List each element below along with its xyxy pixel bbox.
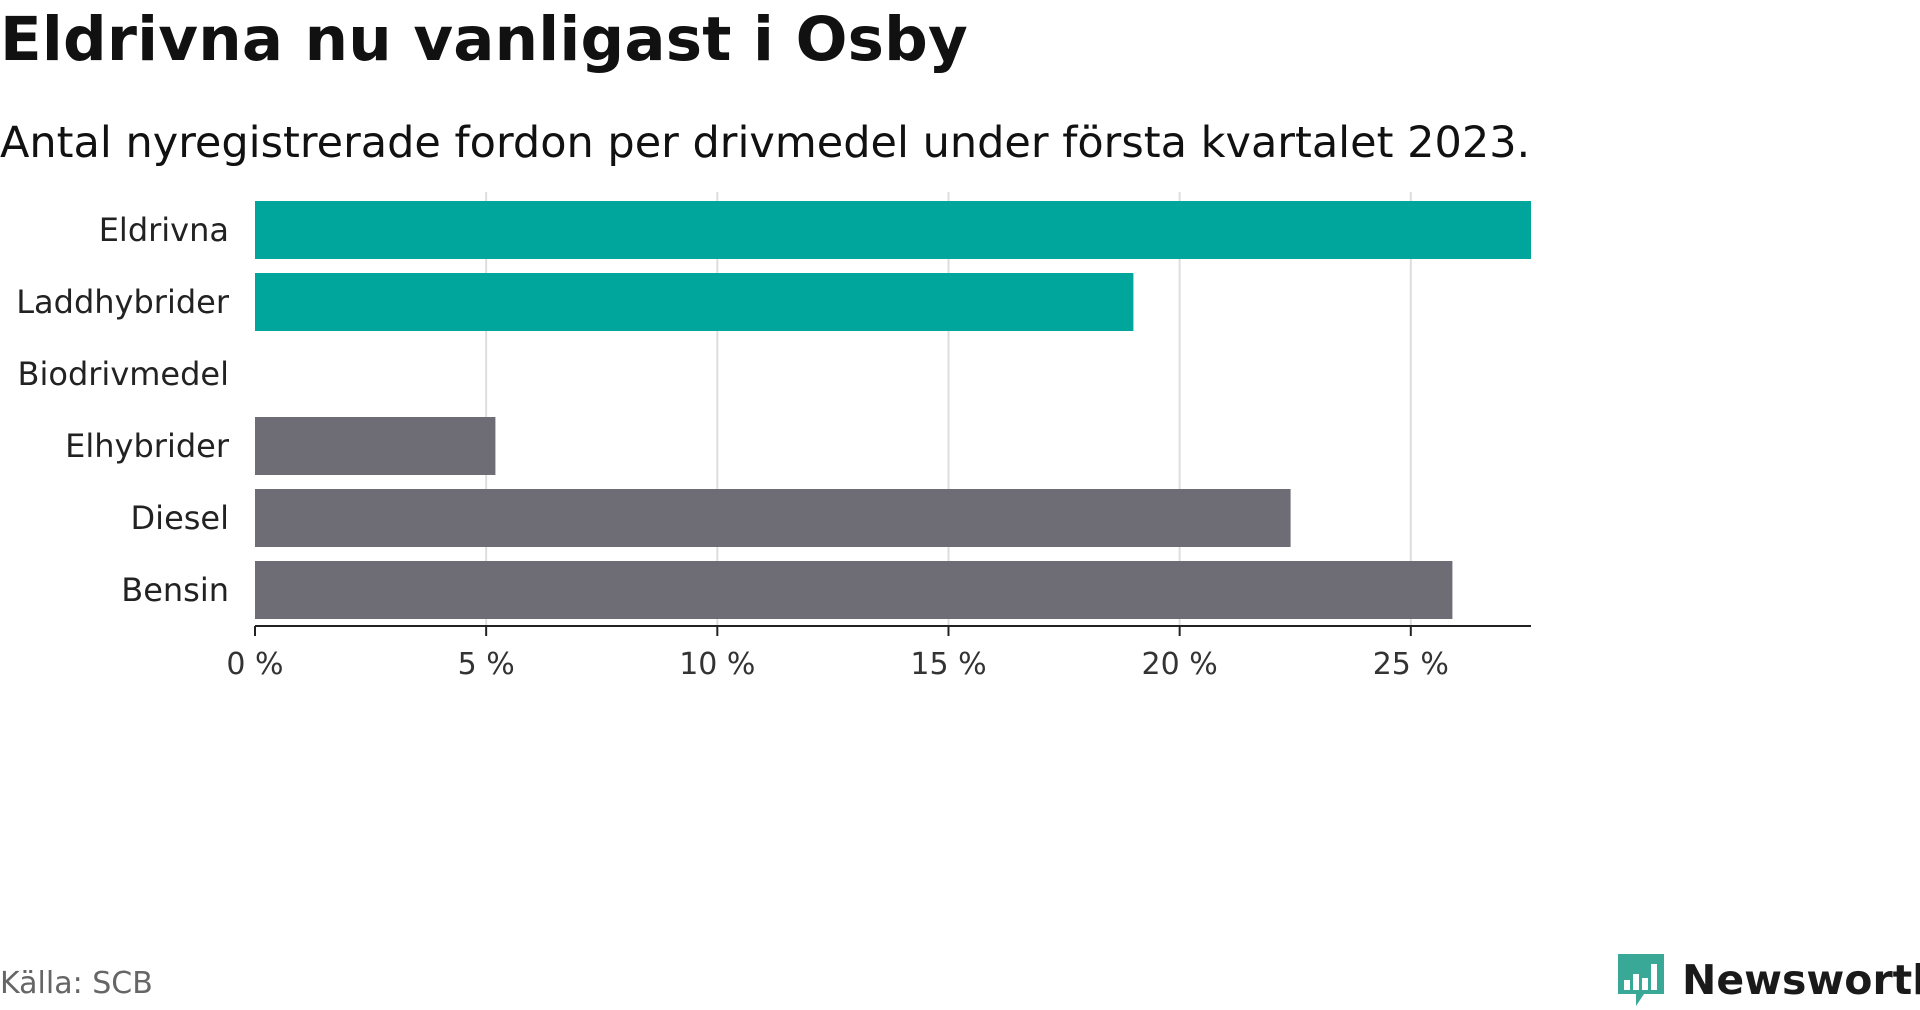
brand-name: Newsworthy bbox=[1682, 956, 1920, 1004]
category-labels: Eldrivna Laddhybrider Biodrivmedel Elhybrid… bbox=[16, 211, 230, 609]
source-note: Källa: SCB bbox=[0, 966, 153, 1001]
category-label: Biodrivmedel bbox=[18, 355, 229, 393]
chart-title: Eldrivna nu vanligast i Osby bbox=[0, 4, 968, 75]
x-tick-label: 25 % bbox=[1373, 647, 1449, 682]
x-tick-label: 20 % bbox=[1142, 647, 1218, 682]
bar-eldrivna bbox=[255, 201, 1531, 259]
category-label: Bensin bbox=[121, 571, 229, 609]
bar-diesel bbox=[255, 489, 1291, 547]
bars bbox=[255, 201, 1531, 619]
newsworthy-logo-icon bbox=[1618, 954, 1664, 1006]
bar-chart: Eldrivna Laddhybrider Biodrivmedel Elhybrid… bbox=[16, 192, 1531, 682]
brand-logo: Newsworthy bbox=[1614, 950, 1920, 1010]
bar-elhybrider bbox=[255, 417, 496, 475]
category-label: Eldrivna bbox=[99, 211, 229, 249]
gridlines bbox=[485, 192, 1412, 626]
x-tick-label: 5 % bbox=[458, 647, 515, 682]
category-label: Diesel bbox=[131, 499, 229, 537]
x-tick-label: 10 % bbox=[679, 647, 755, 682]
x-tick-label: 15 % bbox=[910, 647, 986, 682]
bar-bensin bbox=[255, 561, 1453, 619]
x-axis: 0 % 5 % 10 % 15 % 20 % 25 % bbox=[226, 625, 1531, 682]
chart-subtitle: Antal nyregistrerade fordon per drivmede… bbox=[0, 118, 1531, 168]
bar-laddhybrider bbox=[255, 273, 1134, 331]
x-tick-label: 0 % bbox=[226, 647, 283, 682]
category-label: Elhybrider bbox=[65, 427, 230, 465]
category-label: Laddhybrider bbox=[16, 283, 230, 321]
